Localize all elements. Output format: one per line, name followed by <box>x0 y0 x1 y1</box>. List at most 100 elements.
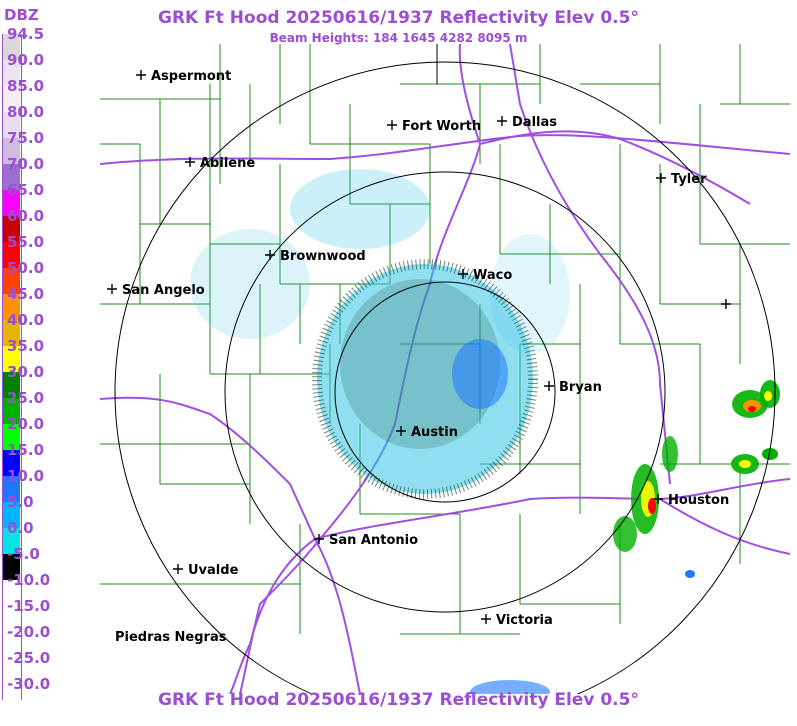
legend-label: -10.0 <box>7 571 51 589</box>
reflectivity-echoes <box>190 169 780 694</box>
legend-label: 85.0 <box>7 77 45 95</box>
legend-entry: 55.0 <box>2 233 56 268</box>
legend-label: 20.0 <box>7 415 45 433</box>
plus-marker-icon <box>544 381 554 391</box>
legend-label: 0.0 <box>7 519 34 537</box>
city-marker: Austin <box>396 425 458 440</box>
city-marker: Abilene <box>185 156 255 171</box>
legend-swatch <box>2 190 20 216</box>
city-label: Tyler <box>671 172 707 187</box>
legend-swatch <box>2 450 20 476</box>
plus-marker-icon <box>656 173 666 183</box>
city-marker: Victoria <box>481 613 553 628</box>
legend-swatch <box>2 372 20 398</box>
plus-marker-icon <box>458 269 468 279</box>
legend-label: 75.0 <box>7 129 45 147</box>
city-label: Austin <box>411 425 458 440</box>
legend-label: 55.0 <box>7 233 45 251</box>
city-label: Uvalde <box>188 563 239 578</box>
legend-entry: 75.0 <box>2 129 56 164</box>
legend-swatch <box>2 476 20 502</box>
legend-swatch <box>2 528 20 554</box>
legend-entry: 94.5 <box>2 25 56 60</box>
legend-entry: -10.0 <box>2 571 56 606</box>
legend-entry: 90.0 <box>2 51 56 86</box>
legend-entry: 5.0 <box>2 493 56 528</box>
plus-marker-icon <box>265 250 275 260</box>
legend-entry: 35.0 <box>2 337 56 372</box>
legend-swatch <box>2 580 20 606</box>
plus-marker-icon <box>185 157 195 167</box>
legend-entry: 65.0 <box>2 181 56 216</box>
city-marker: Dallas <box>497 115 557 130</box>
dbz-color-legend: DBZ 94.5 90.0 85.0 80.0 75.0 70.0 65.0 60.0 55.0… <box>0 0 56 726</box>
city-label: Victoria <box>496 613 553 628</box>
legend-label: -20.0 <box>7 623 51 641</box>
city-label: San Antonio <box>329 533 418 548</box>
legend-label: -5.0 <box>7 545 40 563</box>
legend-label: 25.0 <box>7 389 45 407</box>
legend-swatch <box>2 658 20 684</box>
plus-marker-icon <box>721 299 731 309</box>
legend-swatch <box>2 34 20 60</box>
legend-label: 50.0 <box>7 259 45 277</box>
legend-swatch <box>2 138 20 164</box>
legend-swatch <box>2 60 20 86</box>
legend-swatch <box>2 346 20 372</box>
legend-label: 15.0 <box>7 441 45 459</box>
map-title: GRK Ft Hood 20250616/1937 Reflectivity E… <box>158 8 639 28</box>
legend-label: 40.0 <box>7 311 45 329</box>
city-marker: San Angelo <box>107 283 205 298</box>
city-marker: Waco <box>458 268 512 283</box>
legend-label: 35.0 <box>7 337 45 355</box>
city-label: Piedras Negras <box>115 630 227 645</box>
legend-swatch <box>2 86 20 112</box>
legend-entry: 25.0 <box>2 389 56 424</box>
legend-entry: -15.0 <box>2 597 56 632</box>
city-marker <box>721 299 731 309</box>
legend-entry: 30.0 <box>2 363 56 398</box>
map-footer-title: GRK Ft Hood 20250616/1937 Reflectivity E… <box>158 690 639 710</box>
range-rings <box>114 44 776 694</box>
beam-heights-subtitle: Beam Heights: 184 1645 4282 8095 m <box>269 31 528 45</box>
legend-unit-label: DBZ <box>4 6 39 24</box>
city-label: Houston <box>668 493 729 508</box>
legend-swatch <box>2 294 20 320</box>
city-label: Waco <box>473 268 512 283</box>
city-label: Fort Worth <box>402 119 481 134</box>
city-markers: Aspermont Abilene Fort Worth Dallas Tyler Bro… <box>107 69 731 645</box>
legend-swatch <box>2 216 20 242</box>
plus-marker-icon <box>497 116 507 126</box>
plus-marker-icon <box>481 614 491 624</box>
legend-swatch <box>2 684 20 710</box>
legend-entry: 70.0 <box>2 155 56 190</box>
plus-marker-icon <box>173 564 183 574</box>
legend-label: 10.0 <box>7 467 45 485</box>
city-marker: Piedras Negras <box>115 630 227 645</box>
legend-label: 5.0 <box>7 493 34 511</box>
city-label: Aspermont <box>151 69 231 84</box>
city-marker: Brownwood <box>265 249 366 264</box>
legend-label: -15.0 <box>7 597 51 615</box>
legend-label: 80.0 <box>7 103 45 121</box>
legend-label: 30.0 <box>7 363 45 381</box>
plus-marker-icon <box>396 426 406 436</box>
city-marker: Fort Worth <box>387 119 481 134</box>
legend-entry: 40.0 <box>2 311 56 346</box>
city-label: Dallas <box>512 115 557 130</box>
legend-entry: -30.0 <box>2 675 56 710</box>
legend-entry: 85.0 <box>2 77 56 112</box>
plus-marker-icon <box>136 70 146 80</box>
plus-marker-icon <box>107 284 117 294</box>
legend-entry: 15.0 <box>2 441 56 476</box>
legend-entry: -20.0 <box>2 623 56 658</box>
city-marker: Tyler <box>656 172 707 187</box>
legend-entry: -25.0 <box>2 649 56 684</box>
legend-label: 60.0 <box>7 207 45 225</box>
legend-label: -25.0 <box>7 649 51 667</box>
city-marker: San Antonio <box>314 533 418 548</box>
legend-swatch <box>2 398 20 424</box>
legend-swatch <box>2 632 20 658</box>
legend-entry: 10.0 <box>2 467 56 502</box>
city-marker: Bryan <box>544 380 602 395</box>
